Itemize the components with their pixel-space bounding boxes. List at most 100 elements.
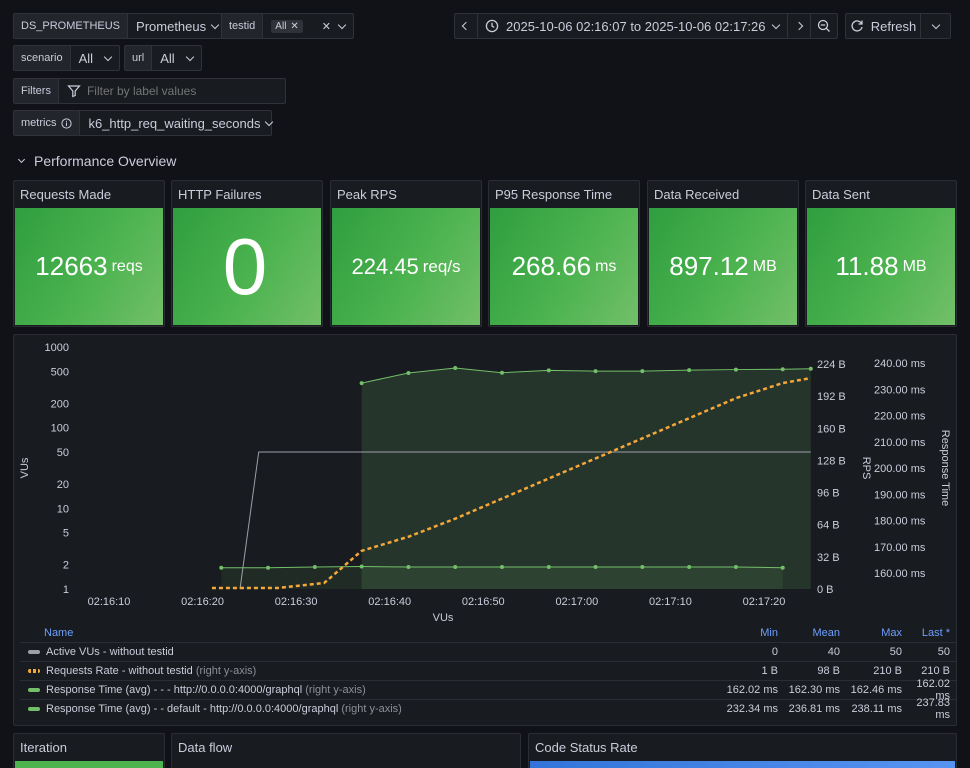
datasource-picker[interactable]: DS_PROMETHEUS Prometheus <box>13 13 228 39</box>
metrics-label: metrics <box>21 117 57 129</box>
legend-series-name: Response Time (avg) - - default - http:/… <box>46 703 339 715</box>
legend-row[interactable]: Active VUs - without testid 0 40 50 50 <box>20 642 956 661</box>
code-status-panel[interactable]: Code Status Rate <box>528 733 957 768</box>
legend-max: 238.11 ms <box>851 703 902 715</box>
data-point <box>359 381 364 386</box>
data-point <box>546 564 551 569</box>
remove-tag-icon[interactable]: ✕ <box>290 20 299 32</box>
zoom-out-button[interactable] <box>810 13 838 39</box>
legend-row[interactable]: Response Time (avg) - - - http://0.0.0.0… <box>20 678 956 702</box>
legend-col-max[interactable]: Max <box>881 626 902 639</box>
data-point <box>453 564 458 569</box>
series-area-fill <box>221 566 783 589</box>
series-swatch <box>28 707 40 711</box>
stat-panel-http-failures[interactable]: HTTP Failures 0 <box>171 180 323 327</box>
y-right2-tick: 190.00 ms <box>874 489 926 501</box>
iteration-stat-fill <box>15 761 163 768</box>
filter-input[interactable] <box>86 84 267 98</box>
legend-last: 237.83 ms <box>916 697 950 721</box>
data-point <box>266 565 271 570</box>
legend-col-last[interactable]: Last * <box>921 626 950 639</box>
data-point <box>733 564 738 569</box>
testid-tag[interactable]: All ✕ <box>271 19 303 33</box>
time-range-picker[interactable]: 2025-10-06 02:16:07 to 2025-10-06 02:17:… <box>477 13 788 39</box>
x-tick: 02:17:20 <box>743 596 786 608</box>
stat-panel-data-sent[interactable]: Data Sent 11.88 MB <box>805 180 957 327</box>
y-left-tick: 500 <box>51 366 69 378</box>
legend-min: 232.34 ms <box>726 703 778 715</box>
stat-panel-peak-rps[interactable]: Peak RPS 224.45 req/s <box>330 180 482 327</box>
filters-label: Filters <box>14 79 59 103</box>
legend-mean: 98 B <box>817 665 840 677</box>
y-left-tick: 50 <box>57 447 69 459</box>
clear-icon[interactable]: ✕ <box>321 20 331 33</box>
stat-value: 0 <box>222 221 268 311</box>
y-right-tick: 192 B <box>817 391 846 403</box>
data-point <box>687 368 692 373</box>
data-flow-panel[interactable]: Data flow <box>171 733 521 768</box>
x-tick: 02:17:10 <box>649 596 692 608</box>
y-right-tick: 128 B <box>817 455 846 467</box>
legend-row[interactable]: Response Time (avg) - - default - http:/… <box>20 697 956 721</box>
stat-title: P95 Response Time <box>495 187 613 202</box>
stat-unit: MB <box>752 257 777 275</box>
stat-unit: MB <box>902 257 927 275</box>
time-forward-button[interactable] <box>787 13 811 39</box>
legend-col-name[interactable]: Name <box>44 626 74 639</box>
section-title: Performance Overview <box>34 153 177 169</box>
x-tick: 02:17:00 <box>555 596 598 608</box>
refresh-icon <box>851 20 863 32</box>
url-picker[interactable]: url All <box>124 45 202 71</box>
y-right2-tick: 180.00 ms <box>874 516 926 528</box>
data-point <box>453 365 458 370</box>
legend-mean: 236.81 ms <box>788 703 840 715</box>
metrics-picker[interactable]: metrics k6_http_req_waiting_seconds <box>13 110 274 136</box>
y-right2-tick: 220.00 ms <box>874 411 926 423</box>
refresh-interval-button[interactable] <box>920 13 951 39</box>
legend-last: 50 <box>937 646 950 658</box>
timeseries-panel[interactable] <box>13 334 957 726</box>
stat-panel-requests[interactable]: Requests Made 12663 reqs <box>13 180 165 327</box>
panel-title: Code Status Rate <box>535 740 638 755</box>
stat-title: Data Received <box>654 187 740 202</box>
iteration-panel[interactable]: Iteration <box>13 733 165 768</box>
panel-title: Data flow <box>178 740 233 755</box>
y-left-tick: 100 <box>51 423 69 435</box>
info-icon[interactable] <box>61 117 73 129</box>
y-right-tick: 0 B <box>817 584 834 596</box>
legend-col-min[interactable]: Min <box>760 626 778 639</box>
legend-min: 1 B <box>761 665 778 677</box>
stat-title: Data Sent <box>812 187 870 202</box>
zoom-out-icon <box>817 19 830 32</box>
stat-title: Requests Made <box>20 187 112 202</box>
scenario-picker[interactable]: scenario All <box>13 45 121 71</box>
stat-unit: ms <box>595 257 617 275</box>
url-value: All <box>160 50 175 66</box>
stat-value: 897.12 <box>669 251 749 281</box>
refresh-button[interactable]: Refresh <box>845 13 921 39</box>
stat-value: 268.66 <box>511 251 592 281</box>
legend-series-name: Requests Rate - without testid <box>46 665 193 677</box>
y-right2-tick: 230.00 ms <box>874 384 926 396</box>
series-line-requests-rate <box>211 376 812 590</box>
legend-col-mean[interactable]: Mean <box>812 626 840 639</box>
testid-picker[interactable]: testid All ✕ ✕ <box>221 13 354 39</box>
legend-row[interactable]: Requests Rate - without testid (right y-… <box>20 661 956 680</box>
stat-value: 224.45 <box>351 253 419 279</box>
y-left-tick: 10 <box>57 503 69 515</box>
stat-panel-data-received[interactable]: Data Received 897.12 MB <box>647 180 799 327</box>
data-point <box>593 369 598 374</box>
section-header[interactable]: Performance Overview <box>17 153 177 169</box>
testid-label: testid <box>222 14 264 38</box>
filters-control[interactable]: Filters <box>13 78 286 104</box>
y-left-axis-label: VUs <box>19 457 31 478</box>
legend-last: 210 B <box>921 665 950 677</box>
filter-icon <box>67 85 81 98</box>
y-left-tick: 1000 <box>45 342 69 354</box>
metrics-value: k6_http_req_waiting_seconds <box>88 115 261 131</box>
data-point <box>359 564 364 569</box>
y-left-tick: 2 <box>63 560 69 572</box>
time-back-button[interactable] <box>454 13 478 39</box>
stat-panel-p95[interactable]: P95 Response Time 268.66 ms <box>488 180 640 327</box>
